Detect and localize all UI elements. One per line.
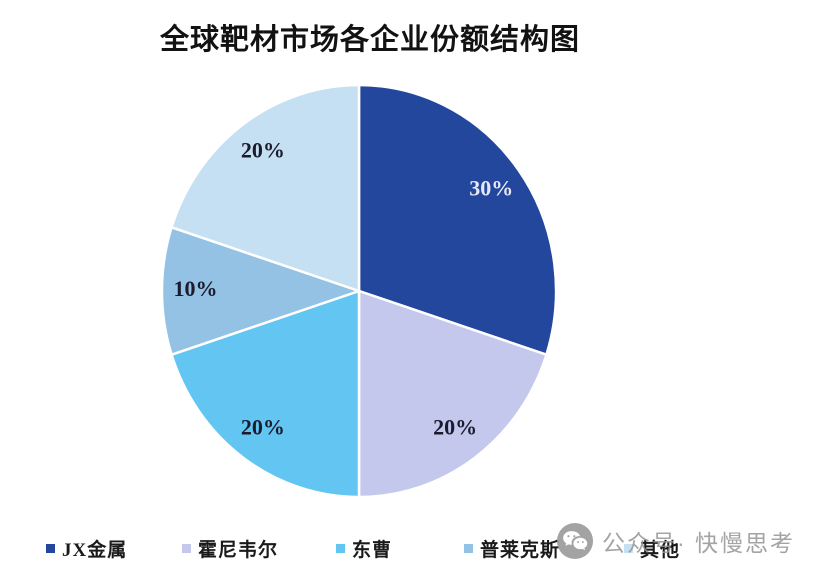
legend-label: 东曹 [352,539,393,561]
legend-item-others: 其他 [624,534,680,562]
legend-swatch [46,543,55,553]
pie-slice-2 [170,289,361,499]
pie-slice-label-2: 20% [241,414,285,439]
pie-slice-0 [357,83,558,356]
legend-label: JX金属 [62,539,128,561]
legend-swatch [624,543,633,553]
pie-slice-4 [170,83,361,293]
pie-slice-label-0: 30% [469,176,513,201]
legend-swatch [464,543,473,553]
legend-item-praxair: 普莱克斯 [464,534,560,562]
chart-title: 全球靶材市场各企业份额结构图 [159,24,580,56]
pie-slice-label-4: 20% [241,138,285,163]
legend-item-tosoh: 东曹 [336,534,392,562]
legend-swatch [182,543,191,553]
pie-slice-label-1: 20% [433,414,477,439]
legend-item-jx-metal: JX金属 [46,534,127,562]
pie-slice-label-3: 10% [174,276,218,301]
legend-label: 其他 [640,539,681,561]
legend-item-honeywell: 霍尼韦尔 [182,534,278,562]
legend-label: 霍尼韦尔 [198,539,279,561]
pie-slice-3 [160,226,361,356]
legend-label: 普莱克斯 [480,539,561,561]
pie-slice-1 [357,289,548,499]
chart-legend: JX金属 霍尼韦尔 东曹 普莱克斯 其他 [0,534,822,564]
legend-swatch [336,543,345,553]
